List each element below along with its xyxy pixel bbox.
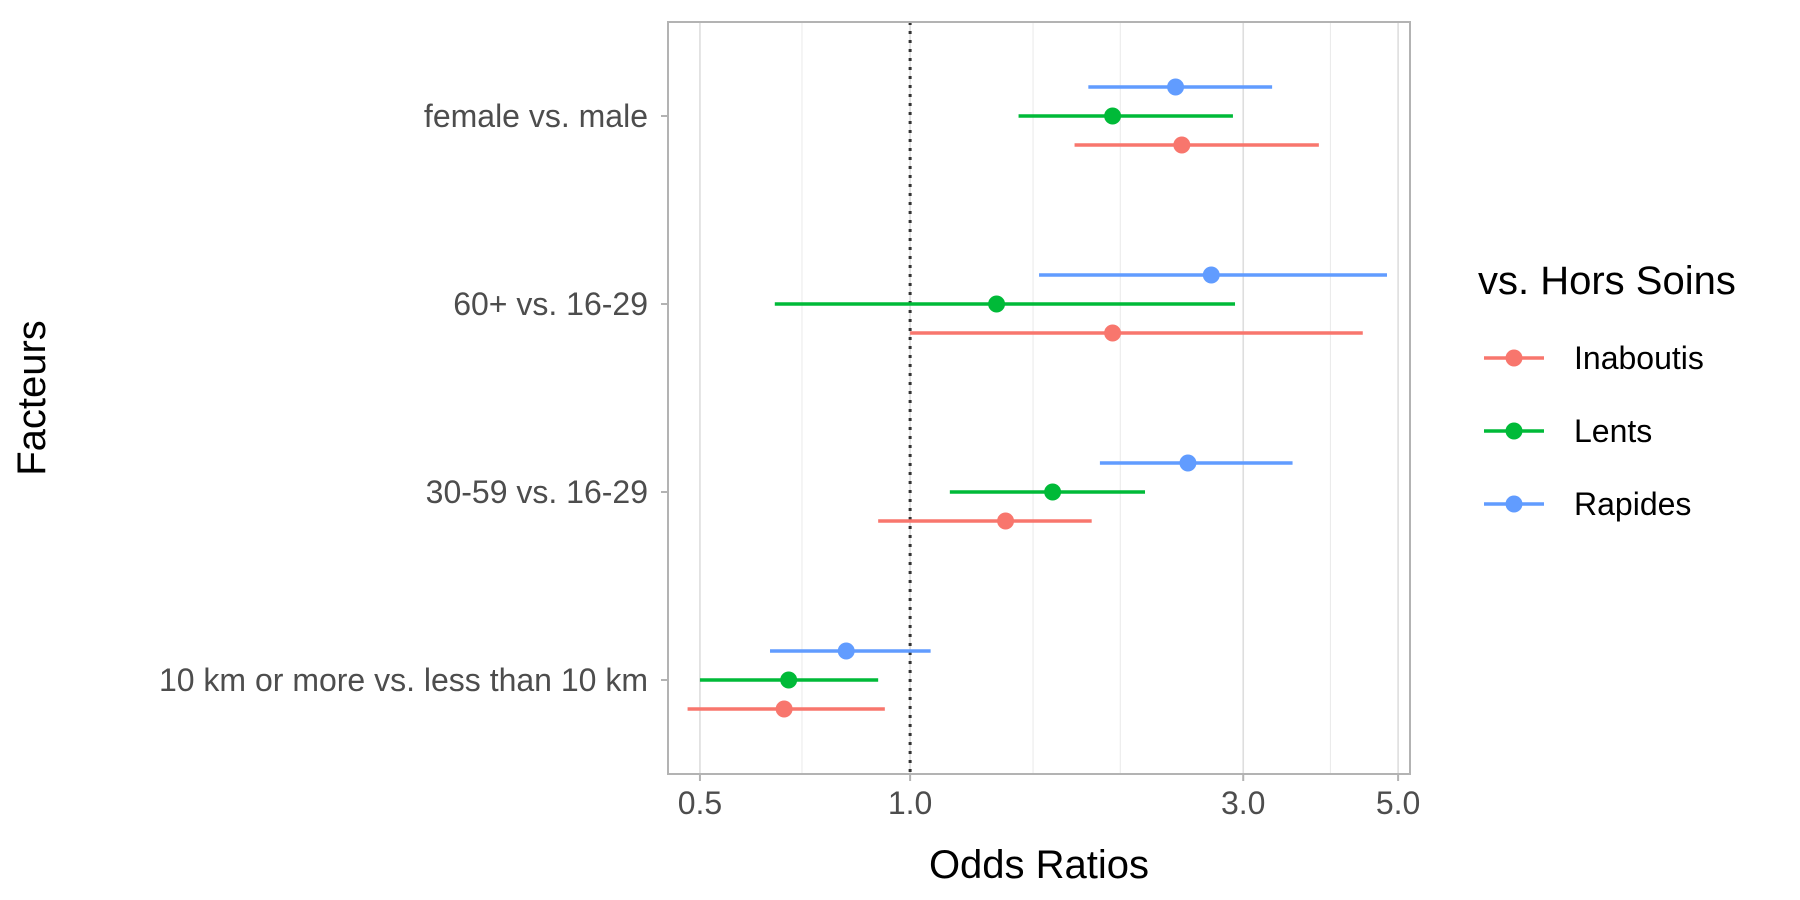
point-estimate	[1104, 324, 1122, 342]
point-estimate	[1179, 454, 1197, 472]
y-axis-title: Facteurs	[10, 320, 54, 476]
legend-title: vs. Hors Soins	[1478, 259, 1736, 303]
point-estimate	[1173, 136, 1191, 154]
axes-layer: 0.5 1.0 3.0 5.0 female vs. male 60+ vs. 16-29…	[159, 98, 1420, 821]
y-tick-label: 10 km or more vs. less than 10 km	[159, 662, 648, 698]
x-tick-label: 5.0	[1376, 785, 1420, 821]
x-tick-label: 1.0	[888, 785, 932, 821]
legend-label: Inaboutis	[1574, 340, 1704, 376]
marks-layer	[687, 78, 1387, 718]
grid-layer	[699, 22, 1399, 774]
y-tick-label: 30-59 vs. 16-29	[426, 474, 648, 510]
point-estimate	[780, 671, 798, 689]
point-estimate	[997, 512, 1015, 530]
legend: vs. Hors Soins Inaboutis Lents Rapides	[1478, 259, 1736, 522]
point-estimate	[775, 700, 793, 718]
point-estimate	[1044, 483, 1062, 501]
point-estimate	[1167, 78, 1185, 96]
x-tick-label: 3.0	[1221, 785, 1265, 821]
point-estimate	[988, 295, 1006, 313]
legend-label: Rapides	[1574, 486, 1691, 522]
legend-key-point	[1505, 495, 1523, 513]
legend-items: Inaboutis Lents Rapides	[1484, 340, 1704, 522]
point-estimate	[1202, 266, 1220, 284]
y-tick-label: 60+ vs. 16-29	[453, 286, 648, 322]
point-estimate	[1104, 107, 1122, 125]
point-estimate	[837, 642, 855, 660]
x-tick-label: 0.5	[678, 785, 722, 821]
y-tick-label: female vs. male	[424, 98, 648, 134]
legend-key-point	[1505, 422, 1523, 440]
legend-label: Lents	[1574, 413, 1652, 449]
panel-border	[667, 21, 1411, 775]
x-axis-title: Odds Ratios	[929, 843, 1149, 887]
legend-key-point	[1505, 349, 1523, 367]
